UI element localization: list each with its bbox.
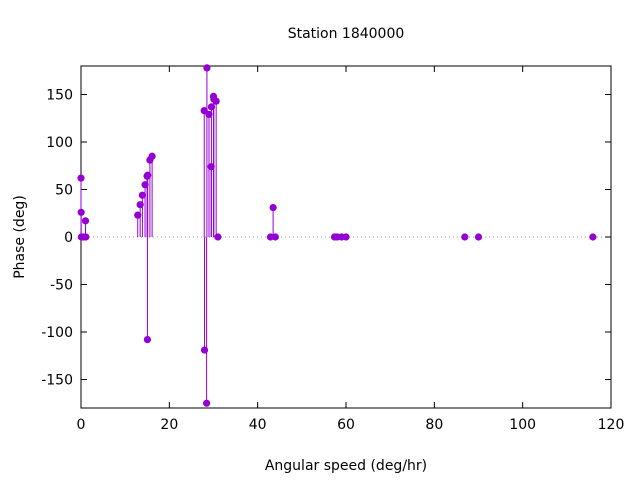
data-point xyxy=(269,203,277,212)
data-point xyxy=(134,211,142,219)
plot-area: 0 20 40 60 80 100 120 -150 -100 -50 0 50 100 150 xyxy=(41,64,624,433)
data-point xyxy=(271,233,279,241)
y-axis-label: Phase (deg) xyxy=(12,195,28,279)
data-point xyxy=(138,191,146,199)
data-point xyxy=(474,233,483,241)
data-point xyxy=(81,217,90,225)
data-point xyxy=(342,233,350,241)
chart-title: Station 1840000 xyxy=(288,26,405,42)
y-tick-label: 100 xyxy=(46,135,73,151)
data-point xyxy=(77,208,85,216)
x-tick-label: 0 xyxy=(77,417,86,433)
data-point xyxy=(589,233,597,241)
data-point xyxy=(212,97,220,105)
data-point xyxy=(143,336,152,344)
data-point xyxy=(77,174,85,182)
x-tick-label: 100 xyxy=(509,417,536,433)
data-point xyxy=(148,152,156,160)
data-point xyxy=(214,233,222,241)
data-point xyxy=(82,233,90,241)
data-point xyxy=(203,64,211,72)
data-point xyxy=(461,233,469,241)
x-axis-label: Angular speed (deg/hr) xyxy=(265,458,427,474)
x-tick-label: 80 xyxy=(425,417,443,433)
x-tick-label: 20 xyxy=(160,417,178,433)
x-tick-label: 40 xyxy=(249,417,267,433)
y-tick-label: -50 xyxy=(50,278,73,294)
data-point xyxy=(205,110,213,119)
y-tick-label: 0 xyxy=(64,230,73,246)
y-tick-label: -100 xyxy=(41,325,73,341)
data-point xyxy=(203,399,211,407)
x-tick-label: 60 xyxy=(337,417,355,433)
x-tick-label: 120 xyxy=(598,417,625,433)
y-tick-label: 150 xyxy=(46,88,73,104)
y-tick-label: 50 xyxy=(55,183,73,199)
y-tick-label: -150 xyxy=(41,373,73,389)
